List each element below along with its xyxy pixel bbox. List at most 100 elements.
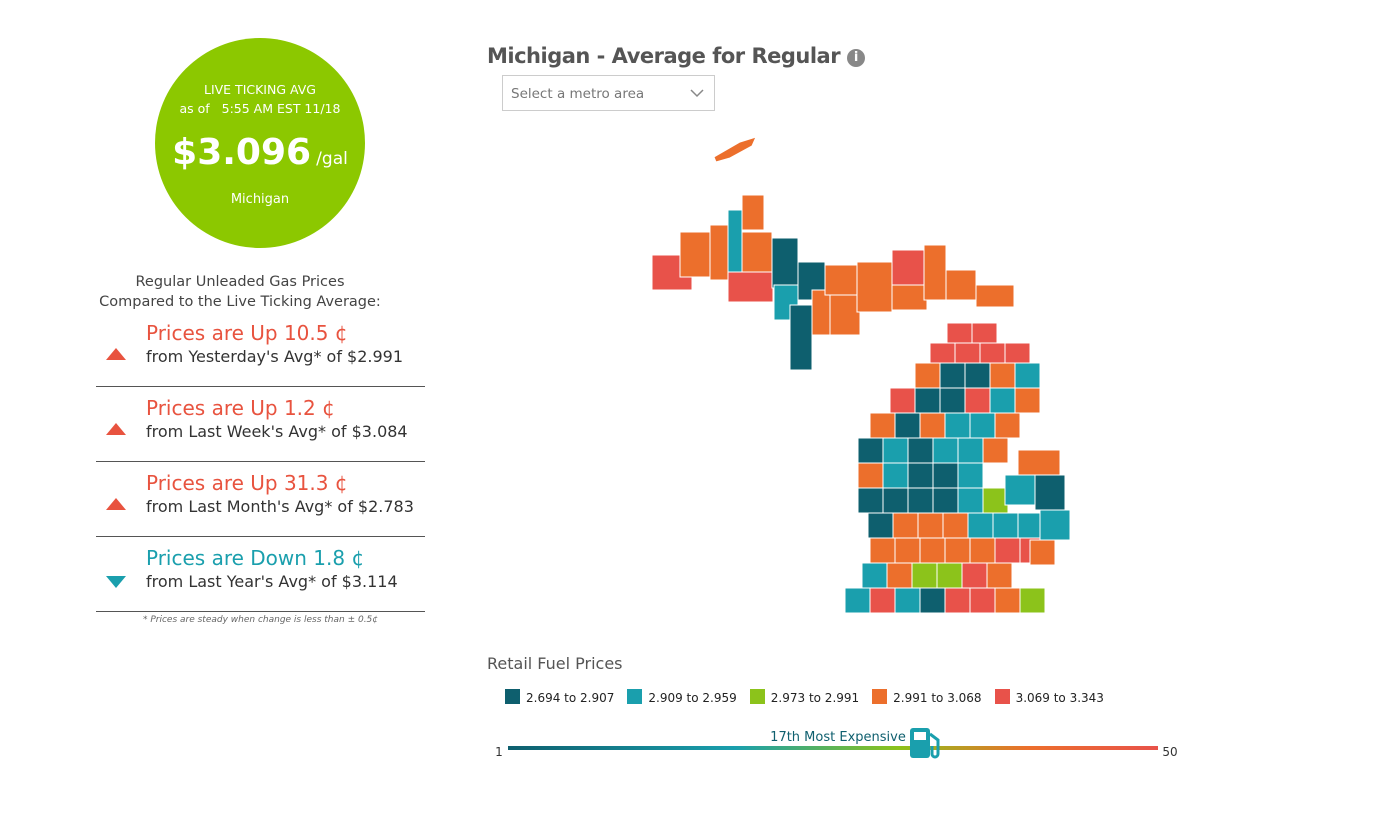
county [867, 512, 894, 539]
detail: from Last Week's Avg* of $3.084 [146, 422, 408, 441]
as-of-label: as of [179, 101, 210, 116]
county [932, 437, 959, 464]
legend-swatch [505, 689, 520, 704]
county [727, 271, 774, 303]
state: Michigan [230, 192, 290, 207]
as-of-time: 5:55 AM EST 11/18 [221, 101, 341, 116]
county [829, 294, 861, 336]
county [932, 462, 959, 489]
county [914, 387, 941, 414]
county [857, 437, 884, 464]
county [986, 562, 1013, 589]
county [894, 412, 921, 439]
arrow-up [106, 348, 126, 360]
county [907, 462, 934, 489]
county [1004, 474, 1036, 506]
county [857, 462, 884, 489]
legend-swatch [749, 689, 765, 704]
pump-marker [910, 728, 940, 759]
legend-item: 2.973 to 2.991 [749, 689, 859, 705]
county [961, 562, 988, 589]
info-icon[interactable]: i [846, 49, 865, 67]
county [982, 487, 1009, 514]
county [741, 194, 765, 231]
change: Prices are Up 1.2 ¢ [146, 396, 335, 420]
county [957, 487, 984, 514]
county [969, 412, 996, 439]
county [886, 562, 913, 589]
county [891, 284, 928, 311]
county [727, 209, 743, 273]
county [969, 537, 996, 564]
county [911, 562, 938, 589]
detail: from Last Month's Avg* of $2.783 [146, 497, 414, 516]
county [994, 537, 1021, 564]
legend-swatch [872, 689, 888, 704]
county [907, 487, 934, 514]
legend-title: Retail Fuel Prices [487, 654, 623, 673]
county [994, 412, 1021, 439]
legend-label: 2.991 to 3.068 [893, 691, 982, 705]
county [679, 231, 711, 278]
county [989, 387, 1016, 414]
county [944, 537, 971, 564]
legend-label: 2.694 to 2.907 [526, 691, 615, 705]
rank-min: 1 [495, 745, 503, 759]
county [1034, 474, 1066, 511]
detail: from Yesterday's Avg* of $2.991 [146, 347, 404, 366]
county [975, 284, 1015, 308]
county [789, 304, 813, 371]
county [882, 487, 909, 514]
county [861, 562, 888, 589]
county [891, 249, 925, 286]
county [869, 587, 896, 614]
comparison-heading: Regular Unleaded Gas Prices Compared to … [80, 272, 400, 312]
live-label: LIVE TICKING AVG [203, 82, 316, 97]
county [945, 269, 977, 301]
county [882, 437, 909, 464]
unit: /gal [316, 149, 348, 169]
county [892, 512, 919, 539]
county [811, 289, 833, 336]
county [1019, 587, 1046, 614]
county [957, 462, 984, 489]
legend-item: 3.069 to 3.343 [994, 689, 1104, 705]
county [856, 261, 893, 313]
arrow-up [106, 498, 126, 510]
county [844, 587, 871, 614]
county [942, 512, 969, 539]
county [1014, 362, 1041, 389]
county [1014, 387, 1041, 414]
select-placeholder: Select a metro area [511, 86, 645, 102]
metro-select[interactable]: Select a metro area [502, 75, 715, 111]
county [992, 512, 1019, 539]
legend-label: 3.069 to 3.343 [1015, 691, 1104, 705]
county [957, 437, 984, 464]
county [923, 244, 947, 301]
rank-label: 17th Most Expensive [770, 730, 906, 745]
county [939, 362, 966, 389]
county [907, 437, 934, 464]
county [936, 562, 963, 589]
county [709, 224, 729, 281]
county [889, 387, 916, 414]
change: Prices are Up 31.3 ¢ [146, 471, 348, 495]
change: Prices are Up 10.5 ¢ [146, 321, 348, 345]
county [964, 387, 991, 414]
county [919, 537, 946, 564]
rank-slider: 17th Most Expensive 1 50 [495, 728, 1178, 759]
county [894, 537, 921, 564]
county [964, 362, 991, 389]
county [882, 462, 909, 489]
county [932, 487, 959, 514]
county [994, 587, 1021, 614]
comparison-item: Prices are Up 10.5 ¢ from Yesterday's Avg… [96, 321, 425, 387]
live-average-badge: LIVE TICKING AVG as of 5:55 AM EST 11/18… [155, 38, 365, 248]
county [1039, 509, 1071, 541]
legend-item: 2.909 to 2.959 [627, 689, 737, 705]
legend: 2.694 to 2.907 2.909 to 2.959 2.973 to 2.9… [505, 689, 1117, 709]
legend-label: 2.909 to 2.959 [648, 691, 737, 705]
legend-swatch [994, 689, 1010, 704]
map-title: Michigan - Average for Regular i [487, 44, 865, 68]
